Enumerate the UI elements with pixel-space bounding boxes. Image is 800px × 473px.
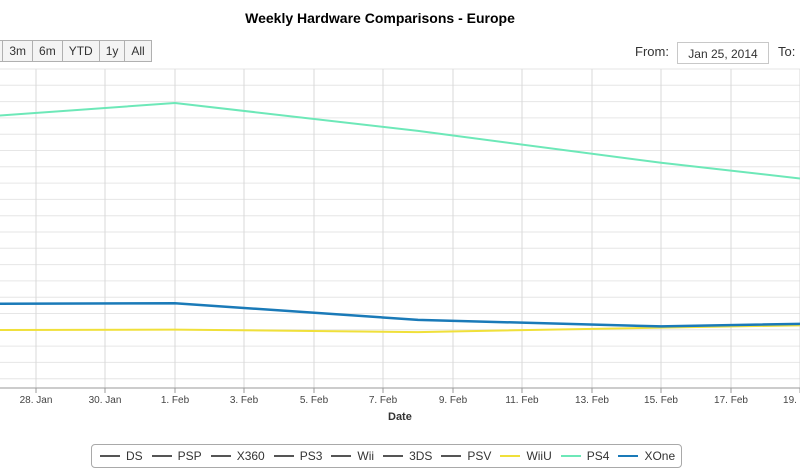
legend-swatch xyxy=(618,455,639,457)
legend-item-psp[interactable]: PSP xyxy=(151,449,202,463)
legend-item-psv[interactable]: PSV xyxy=(441,449,491,463)
from-date-input[interactable]: Jan 25, 2014 xyxy=(677,42,769,64)
legend-label: PSP xyxy=(177,449,202,463)
chart-legend: DS PSP X360 PS3 Wii 3DS PSV WiiU PS4 XOne xyxy=(91,444,682,468)
legend-label: Wii xyxy=(357,449,375,463)
x-tick-label: 17. Feb xyxy=(714,395,748,406)
x-tick-label: 9. Feb xyxy=(439,395,468,406)
zoom-button-partial[interactable] xyxy=(0,40,3,62)
from-label: From: xyxy=(635,44,669,59)
legend-label: PS3 xyxy=(299,449,323,463)
legend-swatch xyxy=(500,455,521,457)
x-axis-title: Date xyxy=(388,411,412,423)
legend-swatch xyxy=(331,455,352,457)
legend-label: XOne xyxy=(644,449,676,463)
to-label: To: xyxy=(778,44,796,59)
legend-swatch xyxy=(273,455,294,457)
x-tick-label: 28. Jan xyxy=(20,395,53,406)
x-tick-label: 19. Feb xyxy=(783,395,800,406)
legend-item-ps4[interactable]: PS4 xyxy=(560,449,610,463)
legend-label: PSV xyxy=(467,449,492,463)
legend-item-3ds[interactable]: 3DS xyxy=(383,449,432,463)
zoom-button-ytd[interactable]: YTD xyxy=(61,40,99,62)
legend-item-xone[interactable]: XOne xyxy=(618,449,675,463)
x-tick-label: 13. Feb xyxy=(575,395,609,406)
x-tick-label: 5. Feb xyxy=(300,395,329,406)
legend-swatch xyxy=(100,455,120,457)
legend-item-ds[interactable]: DS xyxy=(100,449,143,463)
legend-item-x360[interactable]: X360 xyxy=(210,449,265,463)
zoom-button-6m[interactable]: 6m xyxy=(32,40,62,62)
legend-label: PS4 xyxy=(586,449,610,463)
series-line-wiiu xyxy=(0,324,800,334)
legend-label: WiiU xyxy=(526,449,552,463)
series-line-xone xyxy=(0,301,800,328)
zoom-button-all[interactable]: All xyxy=(124,40,152,62)
legend-swatch xyxy=(151,455,172,457)
x-tick-label: 15. Feb xyxy=(644,395,678,406)
x-tick-label: 7. Feb xyxy=(369,395,398,406)
x-tick-label: 3. Feb xyxy=(230,395,259,406)
legend-swatch xyxy=(441,455,462,457)
legend-label: 3DS xyxy=(409,449,433,463)
legend-swatch xyxy=(210,455,231,457)
chart-title: Weekly Hardware Comparisons - Europe xyxy=(245,10,515,26)
legend-label: DS xyxy=(126,449,143,463)
series-line-ps4 xyxy=(0,102,800,180)
legend-item-wii[interactable]: Wii xyxy=(331,449,374,463)
x-tick-label: 1. Feb xyxy=(161,395,190,406)
zoom-selector: 3m 6m YTD 1y All xyxy=(0,40,152,62)
x-tick-label: 30. Jan xyxy=(89,395,122,406)
legend-swatch xyxy=(560,455,581,457)
legend-swatch xyxy=(383,455,404,457)
zoom-button-3m[interactable]: 3m xyxy=(2,40,33,62)
zoom-button-1y[interactable]: 1y xyxy=(98,40,125,62)
legend-label: X360 xyxy=(236,449,265,463)
legend-item-wiiu[interactable]: WiiU xyxy=(500,449,552,463)
x-tick-label: 11. Feb xyxy=(505,395,539,406)
legend-item-ps3[interactable]: PS3 xyxy=(273,449,323,463)
